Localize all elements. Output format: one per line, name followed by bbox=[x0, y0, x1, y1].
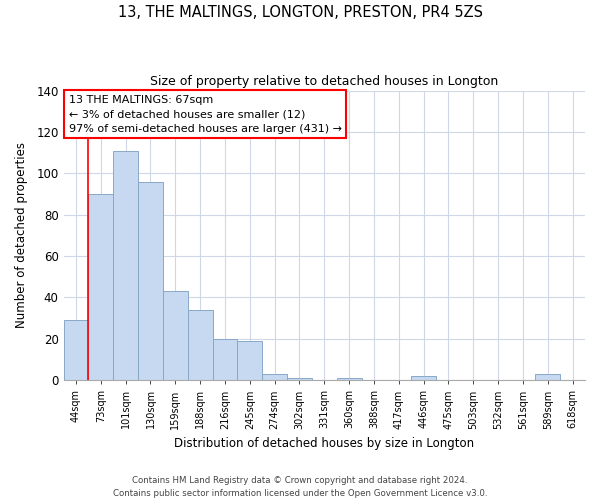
Y-axis label: Number of detached properties: Number of detached properties bbox=[15, 142, 28, 328]
Text: 13 THE MALTINGS: 67sqm
← 3% of detached houses are smaller (12)
97% of semi-deta: 13 THE MALTINGS: 67sqm ← 3% of detached … bbox=[69, 95, 342, 134]
Bar bbox=[411, 376, 436, 380]
Bar bbox=[64, 320, 88, 380]
Bar bbox=[88, 194, 113, 380]
Text: 13, THE MALTINGS, LONGTON, PRESTON, PR4 5ZS: 13, THE MALTINGS, LONGTON, PRESTON, PR4 … bbox=[118, 5, 482, 20]
Bar bbox=[163, 292, 188, 380]
Text: Contains HM Land Registry data © Crown copyright and database right 2024.
Contai: Contains HM Land Registry data © Crown c… bbox=[113, 476, 487, 498]
Bar bbox=[238, 341, 262, 380]
Bar bbox=[138, 182, 163, 380]
Bar bbox=[262, 374, 287, 380]
X-axis label: Distribution of detached houses by size in Longton: Distribution of detached houses by size … bbox=[174, 437, 475, 450]
Title: Size of property relative to detached houses in Longton: Size of property relative to detached ho… bbox=[150, 75, 499, 88]
Bar bbox=[188, 310, 212, 380]
Bar bbox=[212, 339, 238, 380]
Bar bbox=[287, 378, 312, 380]
Bar bbox=[535, 374, 560, 380]
Bar bbox=[337, 378, 362, 380]
Bar bbox=[113, 150, 138, 380]
